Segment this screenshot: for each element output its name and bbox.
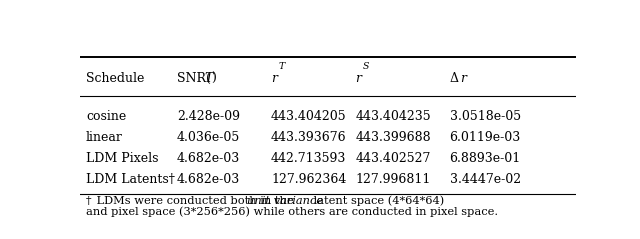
Text: linear: linear <box>86 131 123 144</box>
Text: Δ: Δ <box>449 72 458 85</box>
Text: 443.399688: 443.399688 <box>355 131 431 144</box>
Text: 6.0119e-03: 6.0119e-03 <box>449 131 521 144</box>
Text: 6.8893e-01: 6.8893e-01 <box>449 152 521 165</box>
Text: T: T <box>204 72 212 85</box>
Text: cosine: cosine <box>86 110 126 123</box>
Text: 443.402527: 443.402527 <box>355 152 431 165</box>
Text: 4.682e-03: 4.682e-03 <box>177 173 240 186</box>
Text: LDM Pixels: LDM Pixels <box>86 152 159 165</box>
Text: S: S <box>364 62 369 71</box>
Text: LDMs were conducted both in the: LDMs were conducted both in the <box>93 196 298 206</box>
Text: unit variance: unit variance <box>247 196 323 206</box>
Text: 127.996811: 127.996811 <box>355 173 431 186</box>
Text: SNR(: SNR( <box>177 72 211 85</box>
Text: 442.713593: 442.713593 <box>271 152 346 165</box>
Text: 443.404205: 443.404205 <box>271 110 347 123</box>
Text: 2.428e-09: 2.428e-09 <box>177 110 240 123</box>
Text: 127.962364: 127.962364 <box>271 173 346 186</box>
Text: r: r <box>460 72 467 85</box>
Text: r: r <box>355 72 362 85</box>
Text: ): ) <box>211 72 216 85</box>
Text: 443.393676: 443.393676 <box>271 131 347 144</box>
Text: 3.0518e-05: 3.0518e-05 <box>449 110 521 123</box>
Text: T: T <box>279 62 285 71</box>
Text: 4.036e-05: 4.036e-05 <box>177 131 240 144</box>
Text: 4.682e-03: 4.682e-03 <box>177 152 240 165</box>
Text: r: r <box>271 72 277 85</box>
Text: †: † <box>86 196 92 206</box>
Text: LDM Latents†: LDM Latents† <box>86 173 175 186</box>
Text: Schedule: Schedule <box>86 72 145 85</box>
Text: latent space (4*64*64): latent space (4*64*64) <box>310 196 444 206</box>
Text: 443.404235: 443.404235 <box>355 110 431 123</box>
Text: 3.4447e-02: 3.4447e-02 <box>449 173 521 186</box>
Text: and pixel space (3*256*256) while others are conducted in pixel space.: and pixel space (3*256*256) while others… <box>86 206 498 217</box>
